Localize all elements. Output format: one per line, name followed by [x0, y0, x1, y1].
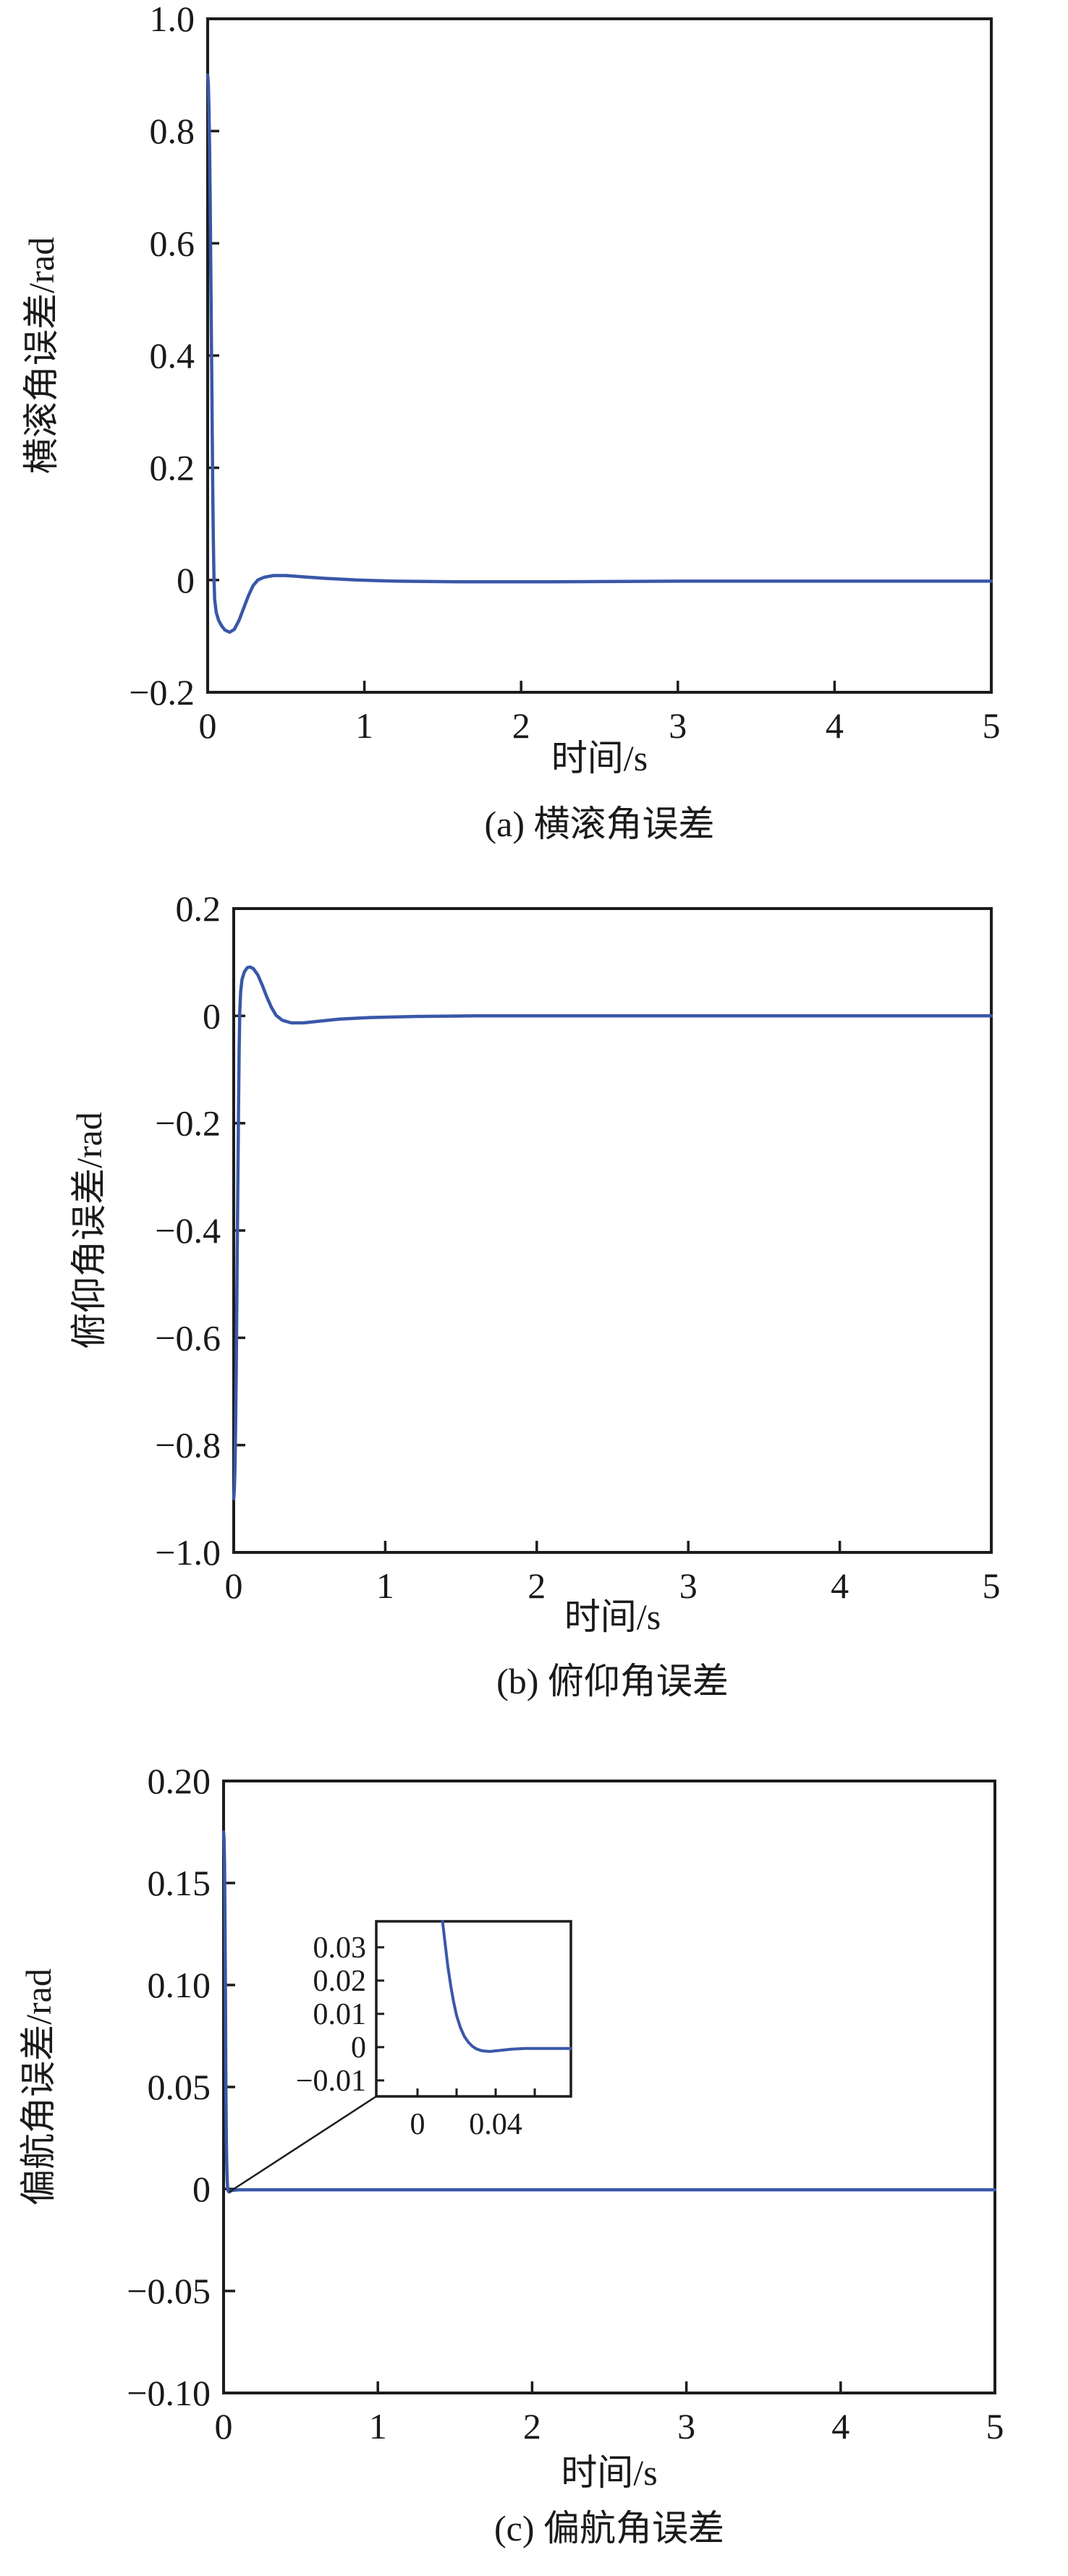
y-tick-label: −0.10	[127, 2373, 211, 2413]
inset-callout-line	[229, 2095, 377, 2193]
x-tick-label: 4	[826, 705, 844, 746]
x-axis-label: 时间/s	[564, 1597, 661, 1637]
y-tick-label: 0	[203, 995, 221, 1036]
x-tick-label: 0	[215, 2406, 233, 2447]
y-tick-label: −1.0	[155, 1532, 221, 1573]
x-tick-label: 3	[677, 2406, 695, 2447]
y-axis-label: 俯仰角误差/rad	[69, 1112, 109, 1349]
y-tick-label: 1.0	[150, 0, 195, 39]
y-tick-label: 0.4	[150, 336, 195, 376]
x-tick-label: 1	[355, 705, 373, 746]
subplot-caption: (a) 横滚角误差	[485, 804, 715, 844]
x-tick-label: 2	[512, 705, 530, 746]
inset-y-tick-label: 0	[351, 2031, 366, 2065]
y-tick-label: −0.05	[127, 2271, 211, 2311]
y-tick-label: −0.6	[155, 1317, 221, 1358]
y-tick-label: 0.6	[150, 223, 195, 263]
y-tick-label: 0.2	[176, 888, 221, 929]
y-tick-label: 0.15	[148, 1863, 211, 1903]
inset-x-tick-label: 0.04	[469, 2108, 522, 2141]
x-tick-label: 3	[669, 705, 687, 746]
y-tick-label: −0.4	[155, 1210, 221, 1251]
y-axis-label: 横滚角误差/rad	[21, 237, 62, 475]
x-tick-label: 4	[831, 2406, 849, 2447]
y-tick-label: 0.8	[150, 111, 195, 151]
y-tick-label: 0.2	[150, 448, 195, 488]
inset-yaw-angle-error-zoom-curve	[441, 1920, 572, 2053]
yaw-angle-error-curve	[221, 1830, 997, 2194]
x-axis-label: 时间/s	[551, 738, 648, 778]
x-tick-label: 5	[983, 705, 1001, 746]
y-tick-label: 0	[177, 560, 195, 600]
chart-c-yaw-error: 0 1 2 3 4 5 0.20 0.15 0.10 0.05 0 −0.05 −0.10 时间/s 偏航角…	[18, 1761, 1004, 2549]
plot-box	[206, 17, 993, 694]
y-tick-label: 0.05	[148, 2067, 211, 2107]
x-tick-label: 2	[527, 1565, 546, 1606]
zoom-inset: 0 0.040.030.020.010−0.01	[229, 1920, 572, 2193]
inset-y-tick-label: 0.01	[313, 1998, 367, 2031]
y-tick-label: −0.8	[155, 1425, 221, 1466]
chart-b-pitch-error: 0 1 2 3 4 5 0.2 0 −0.2 −0.4 −0.6 −0.8 −1.0 时间/s 俯仰角误差/…	[69, 888, 1001, 1701]
x-tick-label: 0	[225, 1565, 243, 1606]
roll-angle-error-curve	[205, 73, 993, 634]
inset-y-tick-label: −0.01	[296, 2065, 366, 2098]
x-tick-label: 5	[986, 2406, 1004, 2447]
inset-y-tick-label: 0.03	[313, 1931, 367, 1965]
x-tick-label: 1	[369, 2406, 387, 2447]
chart-a-roll-error: 0 1 2 3 4 51.00.80.60.40.20−0.2时间/s横滚角误差/rad(…	[21, 0, 1001, 844]
plot-box	[232, 907, 993, 1554]
x-axis-label: 时间/s	[561, 2452, 657, 2493]
y-axis-label: 偏航角误差/rad	[18, 1968, 59, 2206]
x-tick-label: 5	[983, 1565, 1001, 1606]
inset-x-tick-label: 0	[410, 2108, 425, 2141]
subplot-caption: (c) 偏航角误差	[494, 2508, 724, 2549]
pitch-angle-error-curve	[232, 965, 993, 1501]
y-tick-label: 0.10	[148, 1965, 211, 2005]
y-tick-label: 0	[192, 2169, 211, 2209]
x-tick-label: 0	[199, 705, 217, 746]
inset-plot-box	[375, 1920, 572, 2098]
x-tick-label: 4	[831, 1565, 849, 1606]
x-tick-label: 2	[523, 2406, 541, 2447]
y-tick-label: −0.2	[155, 1103, 221, 1144]
x-tick-label: 3	[679, 1565, 698, 1606]
y-tick-label: −0.2	[129, 672, 195, 713]
x-tick-label: 1	[376, 1565, 394, 1606]
subplot-caption: (b) 俯仰角误差	[496, 1661, 729, 1701]
inset-y-tick-label: 0.02	[313, 1965, 367, 1998]
y-tick-label: 0.20	[148, 1761, 211, 1801]
